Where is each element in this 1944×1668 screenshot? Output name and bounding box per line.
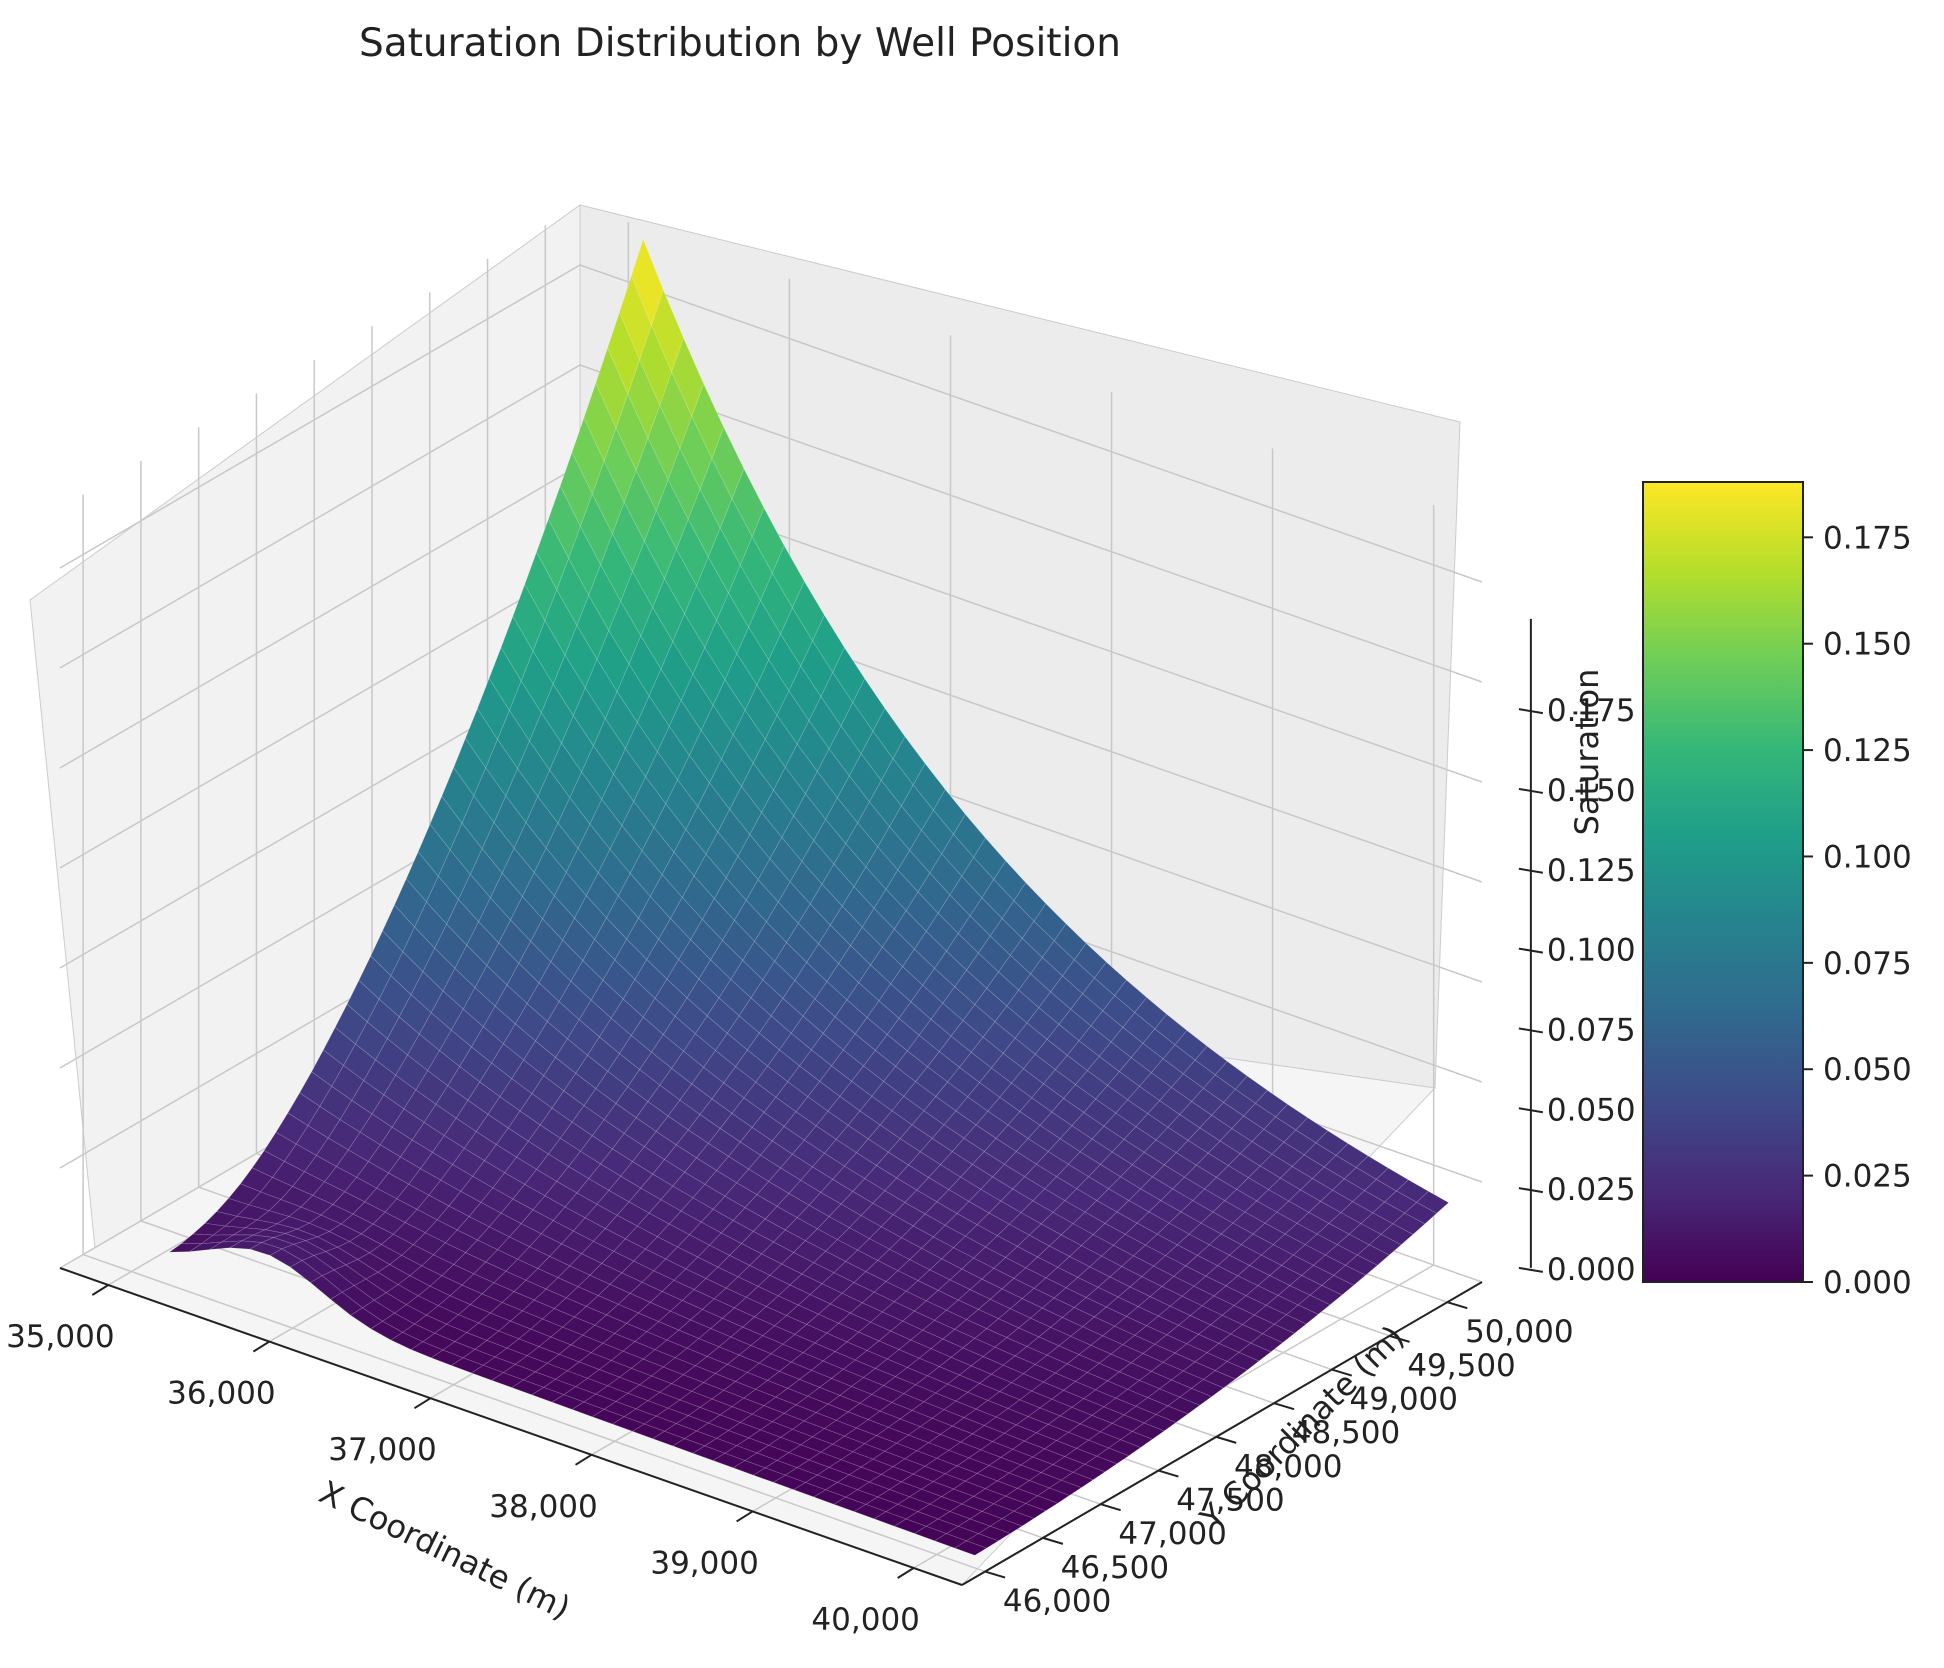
z-tick-label: 0.025 — [1547, 1172, 1636, 1208]
colorbar-tick-label: 0.000 — [1823, 1265, 1912, 1301]
y-tick-label: 48,000 — [1234, 1449, 1342, 1485]
y-tick-label: 50,000 — [1465, 1314, 1573, 1350]
x-tick-mark — [736, 1510, 754, 1523]
y-tick-mark — [1389, 1334, 1410, 1343]
surface-cell — [671, 337, 704, 418]
chart-title: Saturation Distribution by Well Position — [359, 21, 1121, 66]
z-tick-mark — [1518, 1187, 1544, 1194]
y-tick-label: 49,500 — [1407, 1348, 1515, 1384]
x-tick-label: 38,000 — [489, 1489, 597, 1525]
axis-lines — [59, 618, 1532, 1586]
z-tick-label: 0.100 — [1547, 933, 1636, 969]
colorbar-tick-label: 0.075 — [1823, 946, 1912, 982]
saturation-surface — [168, 238, 1450, 1556]
surface-cell — [1275, 1103, 1309, 1131]
y-tick-label: 46,000 — [1003, 1584, 1111, 1620]
z-axis-label: Saturation — [1568, 669, 1606, 836]
y-tick-mark — [984, 1570, 1006, 1579]
z-tick-mark — [1518, 708, 1544, 715]
x-tick-label: 39,000 — [650, 1545, 758, 1581]
colorbar-tick-label: 0.125 — [1823, 733, 1912, 769]
x-tick-mark — [575, 1453, 593, 1466]
y-tick-mark — [1273, 1402, 1295, 1411]
y-tick-mark — [1100, 1503, 1121, 1512]
colorbar: 0.000 0.025 0.050 0.075 0.100 0.125 0.150 0.175 — [1642, 481, 1912, 1301]
y-tick-mark — [1042, 1536, 1064, 1545]
z-tick-mark — [1518, 947, 1544, 954]
x-axis-ticks: 35,000 36,000 37,000 38,000 39,000 40,000 — [6, 1284, 920, 1638]
y-tick-label: 47,000 — [1118, 1516, 1226, 1552]
surface-cell — [973, 837, 1007, 880]
y-tick-mark — [1158, 1469, 1179, 1478]
colorbar-tick-label: 0.050 — [1823, 1052, 1912, 1088]
x-tick-mark — [252, 1340, 270, 1353]
z-tick-label: 0.075 — [1547, 1012, 1636, 1048]
colorbar-tick-label: 0.150 — [1823, 627, 1912, 663]
y-tick-label: 48,500 — [1292, 1415, 1400, 1451]
surface-cell — [1375, 1167, 1409, 1192]
grid-line-z — [59, 264, 1483, 583]
colorbar-gradient — [1642, 481, 1804, 1283]
x-axis-line — [59, 1267, 963, 1586]
y-tick-label: 46,500 — [1061, 1550, 1169, 1586]
z-axis-ticks: 0.000 0.025 0.050 0.075 0.100 0.125 0.150 0.175 — [1518, 693, 1636, 1288]
x-tick-label: 37,000 — [328, 1432, 436, 1468]
surface-cell — [1013, 882, 1047, 922]
surface-cell — [1355, 1155, 1389, 1180]
y-tick-label: 49,000 — [1350, 1382, 1458, 1418]
x-tick-mark — [897, 1567, 915, 1579]
x-tick-mark — [91, 1284, 109, 1296]
z-tick-mark — [1518, 1266, 1544, 1273]
surface-cell — [1114, 979, 1148, 1013]
z-tick-mark — [1518, 1107, 1544, 1114]
z-tick-label: 0.000 — [1547, 1252, 1636, 1288]
y-axis-ticks: 46,00046,50047,00047,50048,00048,50049,0… — [984, 1301, 1574, 1620]
colorbar-tick-label: 0.100 — [1823, 839, 1912, 875]
grid-line-y — [82, 1253, 986, 1573]
z-tick-mark — [1518, 1027, 1544, 1034]
x-tick-mark — [413, 1397, 431, 1410]
z-tick-label: 0.050 — [1547, 1092, 1636, 1128]
z-tick-label: 0.175 — [1547, 693, 1636, 729]
z-tick-mark — [1518, 867, 1544, 874]
colorbar-tick-label: 0.175 — [1823, 520, 1912, 556]
y-tick-label: 47,500 — [1176, 1483, 1284, 1519]
x-tick-label: 40,000 — [811, 1602, 919, 1638]
surface-cell — [631, 238, 664, 327]
z-tick-mark — [1518, 787, 1544, 794]
y-tick-mark — [1215, 1435, 1237, 1444]
y-tick-mark — [1447, 1301, 1468, 1310]
grid-line-z — [59, 364, 1483, 683]
y-tick-mark — [1331, 1368, 1353, 1377]
z-tick-label: 0.150 — [1547, 773, 1636, 809]
x-tick-label: 35,000 — [6, 1319, 114, 1355]
colorbar-tick-label: 0.025 — [1823, 1159, 1912, 1195]
surface-cell — [1053, 923, 1087, 961]
z-tick-label: 0.125 — [1547, 853, 1636, 889]
surface-cell — [852, 677, 886, 732]
y-axis-line — [961, 1281, 1483, 1586]
x-tick-label: 36,000 — [167, 1376, 275, 1412]
